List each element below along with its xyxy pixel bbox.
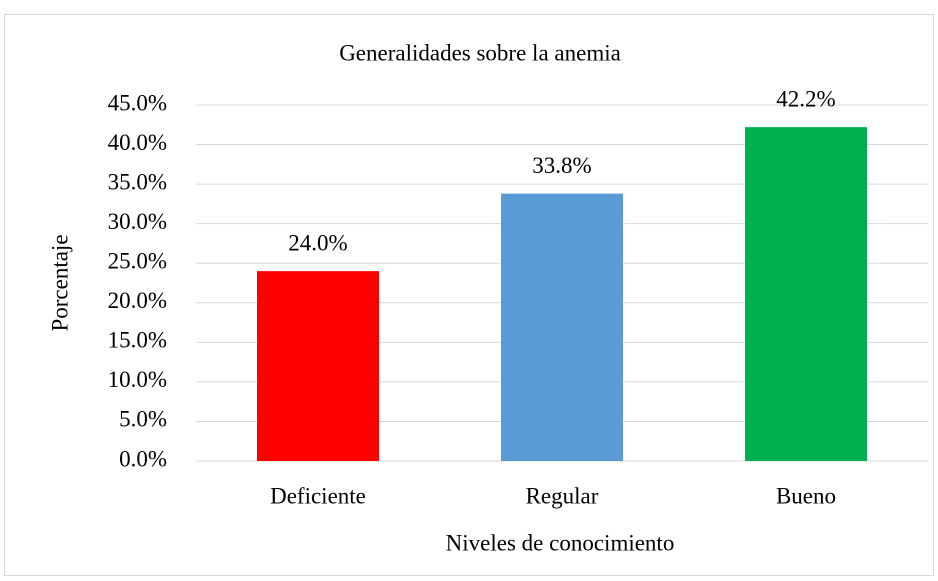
- y-tick-label: 30.0%: [108, 209, 167, 234]
- y-tick-label: 45.0%: [108, 90, 167, 115]
- x-tick-label: Bueno: [776, 483, 836, 508]
- data-label: 24.0%: [288, 230, 347, 255]
- y-tick-label: 25.0%: [108, 249, 167, 274]
- y-tick-label: 35.0%: [108, 169, 167, 194]
- x-axis-label: Niveles de conocimiento: [446, 530, 675, 555]
- y-tick-label: 40.0%: [108, 130, 167, 155]
- data-label: 33.8%: [532, 153, 591, 178]
- y-tick-label: 5.0%: [119, 407, 167, 432]
- x-tick-label: Deficiente: [270, 483, 366, 508]
- y-tick-label: 15.0%: [108, 328, 167, 353]
- data-label: 42.2%: [776, 86, 835, 111]
- bar: [257, 271, 379, 461]
- x-tick-label: Regular: [526, 483, 599, 508]
- y-tick-label: 0.0%: [119, 446, 167, 471]
- y-axis-label: Porcentaje: [47, 234, 72, 331]
- chart-title: Generalidades sobre la anemia: [339, 40, 621, 65]
- bar: [501, 193, 623, 462]
- bar: [745, 127, 867, 461]
- y-tick-label: 20.0%: [108, 288, 167, 313]
- y-tick-label: 10.0%: [108, 367, 167, 392]
